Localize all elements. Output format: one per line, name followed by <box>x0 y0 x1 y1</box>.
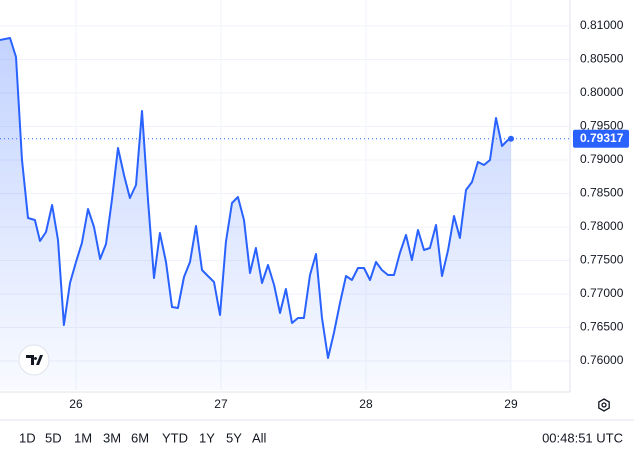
range-button[interactable]: 5Y <box>226 430 242 445</box>
plot <box>0 37 514 390</box>
settings-icon[interactable] <box>598 398 610 412</box>
logo <box>18 344 50 376</box>
price-line <box>0 37 512 359</box>
range-button[interactable]: 5D <box>45 430 62 445</box>
range-button[interactable]: All <box>252 430 267 445</box>
range-buttons: 1D 5D 1M 3M 6M YTD 1Y 5Y All <box>19 430 267 445</box>
x-tick-label: 29 <box>504 397 518 411</box>
x-tick-label: 27 <box>214 397 228 411</box>
y-tick-label: 0.81000 <box>580 18 624 32</box>
y-tick-label: 0.79000 <box>580 152 624 166</box>
y-tick-label: 0.78000 <box>580 219 624 233</box>
range-button[interactable]: 1M <box>74 430 92 445</box>
range-button[interactable]: 1D <box>19 430 36 445</box>
range-button[interactable]: 6M <box>131 430 149 445</box>
last-price-label: 0.79317 <box>580 131 624 145</box>
y-tick-label: 0.76500 <box>580 320 624 334</box>
x-tick-label: 26 <box>69 397 83 411</box>
y-tick-label: 0.77000 <box>580 286 624 300</box>
range-button[interactable]: 3M <box>103 430 121 445</box>
area-fill <box>0 38 511 390</box>
y-tick-label: 0.80500 <box>580 52 624 66</box>
y-tick-label: 0.77500 <box>580 253 624 267</box>
last-price-tag <box>573 129 629 148</box>
clock: 00:48:51 UTC <box>542 430 623 445</box>
range-button[interactable]: YTD <box>162 430 188 445</box>
y-tick-label: 0.76000 <box>580 353 624 367</box>
x-tick-label: 28 <box>359 397 373 411</box>
last-point <box>507 135 514 142</box>
range-button[interactable]: 1Y <box>199 430 215 445</box>
y-tick-label: 0.78500 <box>580 186 624 200</box>
y-tick-label: 0.80000 <box>580 85 624 99</box>
y-tick-label: 0.79500 <box>580 119 624 133</box>
